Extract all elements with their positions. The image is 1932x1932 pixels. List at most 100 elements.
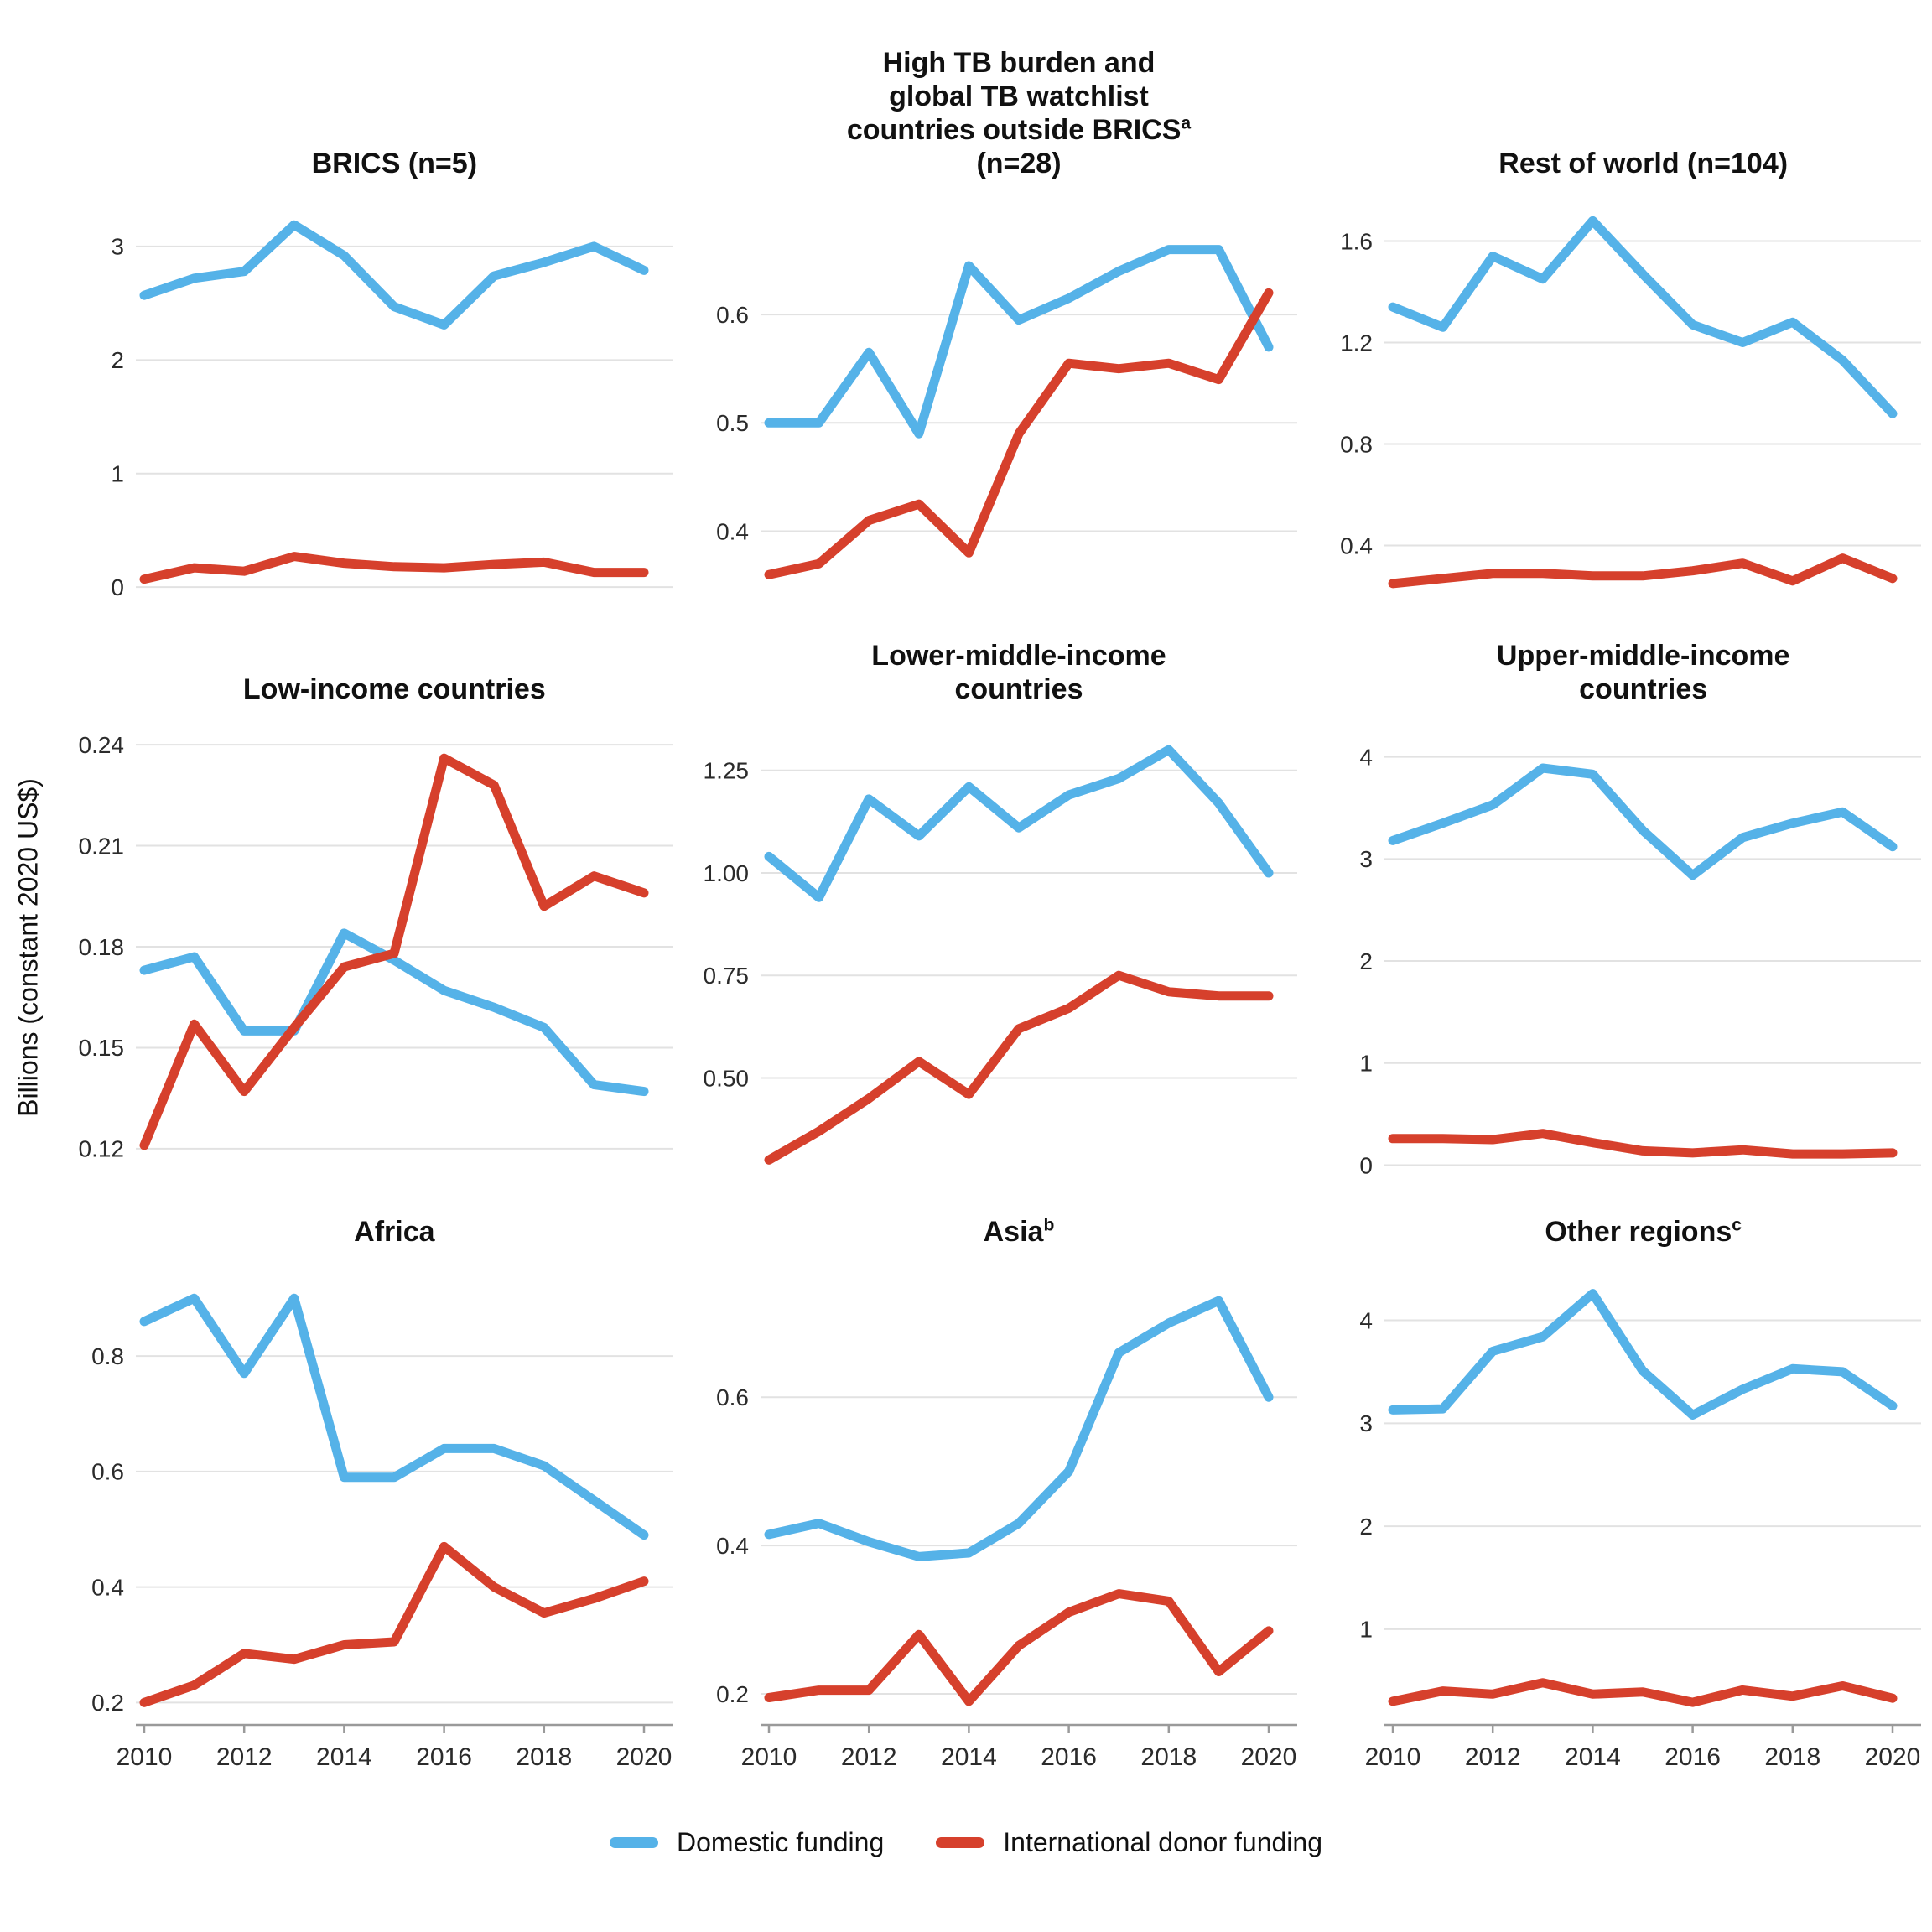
chart-panel-7: Asiab 0.2 0.4 0.6 2010 2012 2014 2016 2018 2020 [677,1186,1301,1795]
y-tick-label: 1 [1360,1051,1374,1077]
legend-label-donor-funding: International donor funding [1003,1827,1322,1857]
panel-plot: 0.2 0.4 0.6 2010 2012 2014 2016 2018 2020 [716,1296,1297,1771]
y-tick-label: 0.4 [716,518,749,544]
x-tick-label: 2012 [1465,1743,1521,1771]
panel-title-line: Rest of world (n=104) [1498,147,1789,179]
y-tick-label: 0.6 [716,1384,749,1410]
panel-title: Rest of world (n=104) [1301,34,1925,180]
y-tick-label: 2 [111,347,124,373]
y-tick-label: 0.15 [79,1035,125,1061]
x-tick-label: 2010 [1365,1743,1421,1771]
chart-panel-5: Upper-middle-income countries 0 1 2 3 4 [1301,610,1925,1186]
series-line-domestic [139,220,649,330]
y-tick-label: 0.4 [1340,532,1373,558]
y-tick-label: 0.4 [716,1533,749,1559]
series-line-domestic [1388,216,1898,418]
series-line-donor [1388,553,1898,589]
chart-panel-2: Rest of world (n=104) 0.4 0.8 1.2 1.6 [1301,34,1925,610]
chart-panel-8: Other regionsc 1 2 3 4 2010 2012 2014 2016 2018 2… [1301,1186,1925,1795]
panel-plot: 0.4 0.5 0.6 [716,245,1297,579]
panel-plot: 0.2 0.4 0.6 0.8 2010 2012 2014 2016 2018 2020 [91,1293,673,1771]
x-tick-label: 2016 [416,1743,472,1771]
y-tick-label: 0 [111,574,124,600]
y-tick-label: 0.6 [716,302,749,328]
panel-title: High TB burden and global TB watchlist cou… [677,34,1301,180]
y-tick-label: 0.5 [716,410,749,436]
x-tick-label: 2020 [616,1743,673,1771]
x-tick-label: 2018 [1140,1743,1197,1771]
series-line-domestic [764,245,1274,439]
y-tick-label: 1.6 [1340,228,1373,254]
y-tick-label: 0.50 [703,1065,749,1091]
y-tick-label: 4 [1360,1307,1374,1333]
y-tick-label: 1.25 [703,757,749,783]
panel-title: Other regionsc [1301,1186,1925,1249]
series-line-domestic [139,1293,649,1540]
y-tick-label: 3 [1360,1410,1374,1436]
series-line-domestic [764,1296,1274,1561]
series-line-donor [764,970,1274,1165]
chart-panel-1: High TB burden and global TB watchlist cou… [677,34,1301,610]
y-tick-label: 0 [1360,1152,1374,1178]
x-tick-label: 2014 [1565,1743,1621,1771]
y-tick-label: 3 [1360,846,1374,872]
y-tick-label: 2 [1360,1514,1374,1540]
chart-panel-3: Low-income countries 0.12 0.15 0.18 0.21 0.2… [52,610,677,1186]
y-tick-label: 0.4 [91,1574,124,1600]
series-line-domestic [139,928,649,1097]
series-line-donor [139,552,649,584]
panel-title: Lower-middle-income countries [677,610,1301,706]
x-tick-label: 2020 [1240,1743,1296,1771]
y-tick-label: 0.2 [91,1690,124,1716]
x-tick-label: 2018 [516,1743,572,1771]
panel-title-line: Africa [354,1215,435,1248]
panel-plot: 0.50 0.75 1.00 1.25 [703,745,1297,1165]
y-tick-label: 0.24 [79,732,125,758]
series-line-donor [1388,1678,1898,1707]
panels-grid: BRICS (n=5) 0 1 2 3 High TB burden and globa… [52,34,1925,1795]
y-tick-label: 0.75 [703,963,749,989]
panel-title-line: Asiab [983,1215,1055,1248]
panel-title-line: (n=28) [976,147,1062,179]
y-tick-label: 0.8 [1340,431,1373,457]
x-tick-label: 2016 [1041,1743,1097,1771]
panel-title: Asiab [677,1186,1301,1249]
panel-title-line: countries [954,673,1083,705]
y-tick-label: 1.00 [703,860,749,886]
panel-title-line: Lower-middle-income [871,639,1166,672]
chart-panel-0: BRICS (n=5) 0 1 2 3 [52,34,677,610]
series-line-donor [139,753,649,1150]
y-tick-label: 0.8 [91,1343,124,1369]
x-tick-label: 2012 [840,1743,896,1771]
y-tick-label: 2 [1360,948,1374,974]
series-line-donor [764,288,1274,579]
x-tick-label: 2016 [1665,1743,1722,1771]
x-tick-label: 2014 [316,1743,372,1771]
panel-title: Upper-middle-income countries [1301,610,1925,706]
panel-title: Africa [52,1186,677,1249]
series-line-donor [139,1541,649,1707]
panel-title-line: countries outside BRICSa [846,113,1192,146]
y-tick-label: 1 [111,461,124,487]
x-tick-label: 2012 [216,1743,273,1771]
panel-title-line: High TB burden and [882,46,1156,79]
x-tick-label: 2020 [1865,1743,1921,1771]
panel-title-line: Other regionsc [1545,1215,1742,1248]
x-tick-label: 2014 [941,1743,997,1771]
x-tick-label: 2010 [740,1743,797,1771]
panel-title-line: global TB watchlist [889,80,1149,112]
panel-plot: 0 1 2 3 [111,220,673,600]
y-tick-label: 0.21 [79,833,125,859]
y-tick-label: 0.6 [91,1459,124,1485]
series-line-domestic [1388,1289,1898,1420]
y-tick-label: 0.2 [716,1681,749,1707]
panel-title-line: countries [1579,673,1708,705]
y-tick-label: 0.12 [79,1136,125,1162]
series-line-donor [1388,1129,1898,1159]
y-tick-label: 3 [111,234,124,260]
y-axis-title: Billions (constant 2020 US$) [13,778,44,1117]
panel-plot: 1 2 3 4 2010 2012 2014 2016 2018 2020 [1360,1289,1922,1771]
panel-title: Low-income countries [52,610,677,706]
y-tick-label: 0.18 [79,934,125,960]
